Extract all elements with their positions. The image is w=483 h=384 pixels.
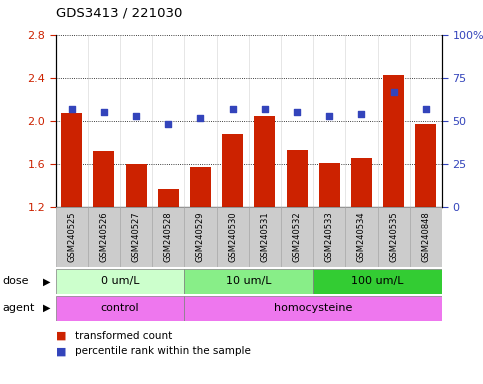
Bar xyxy=(345,207,378,267)
Bar xyxy=(313,269,442,294)
Text: GSM240528: GSM240528 xyxy=(164,212,173,262)
Text: ▶: ▶ xyxy=(43,303,51,313)
Bar xyxy=(286,150,308,207)
Text: GSM240534: GSM240534 xyxy=(357,212,366,262)
Bar xyxy=(410,207,442,267)
Bar xyxy=(281,207,313,267)
Text: percentile rank within the sample: percentile rank within the sample xyxy=(75,346,251,356)
Bar xyxy=(190,167,211,207)
Bar xyxy=(56,207,88,267)
Point xyxy=(357,111,365,117)
Text: GSM240527: GSM240527 xyxy=(131,212,141,262)
Point xyxy=(164,121,172,127)
Bar xyxy=(152,207,185,267)
Text: GSM240525: GSM240525 xyxy=(67,212,76,262)
Text: GSM240529: GSM240529 xyxy=(196,212,205,262)
Bar xyxy=(383,74,404,207)
Text: ▶: ▶ xyxy=(43,276,51,286)
Point xyxy=(197,114,204,121)
Bar xyxy=(249,207,281,267)
Text: ■: ■ xyxy=(56,346,66,356)
Point xyxy=(100,109,108,116)
Point xyxy=(390,89,398,95)
Bar xyxy=(378,207,410,267)
Point xyxy=(293,109,301,116)
Text: GSM240535: GSM240535 xyxy=(389,212,398,262)
Point xyxy=(422,106,430,112)
Text: ■: ■ xyxy=(56,331,66,341)
Bar xyxy=(222,134,243,207)
Point xyxy=(68,106,75,112)
Text: homocysteine: homocysteine xyxy=(274,303,352,313)
Bar xyxy=(216,207,249,267)
Text: GSM240533: GSM240533 xyxy=(325,212,334,263)
Text: GDS3413 / 221030: GDS3413 / 221030 xyxy=(56,6,182,19)
Text: control: control xyxy=(100,303,139,313)
Bar xyxy=(120,207,152,267)
Bar xyxy=(319,163,340,207)
Bar xyxy=(313,207,345,267)
Bar xyxy=(126,164,146,207)
Bar xyxy=(93,151,114,207)
Bar xyxy=(255,116,275,207)
Text: GSM240530: GSM240530 xyxy=(228,212,237,262)
Bar xyxy=(56,269,185,294)
Bar xyxy=(185,296,442,321)
Bar xyxy=(415,124,436,207)
Bar xyxy=(351,158,372,207)
Text: 10 um/L: 10 um/L xyxy=(226,276,271,286)
Text: transformed count: transformed count xyxy=(75,331,172,341)
Text: GSM240532: GSM240532 xyxy=(293,212,301,262)
Bar xyxy=(185,269,313,294)
Text: 0 um/L: 0 um/L xyxy=(100,276,139,286)
Text: GSM240848: GSM240848 xyxy=(421,212,430,263)
Point xyxy=(326,113,333,119)
Text: 100 um/L: 100 um/L xyxy=(351,276,404,286)
Text: dose: dose xyxy=(2,276,29,286)
Bar xyxy=(56,296,185,321)
Text: GSM240531: GSM240531 xyxy=(260,212,270,262)
Bar xyxy=(158,189,179,207)
Text: agent: agent xyxy=(2,303,35,313)
Point xyxy=(261,106,269,112)
Bar xyxy=(185,207,216,267)
Bar xyxy=(88,207,120,267)
Text: GSM240526: GSM240526 xyxy=(99,212,108,262)
Point xyxy=(229,106,237,112)
Bar xyxy=(61,113,82,207)
Point xyxy=(132,113,140,119)
